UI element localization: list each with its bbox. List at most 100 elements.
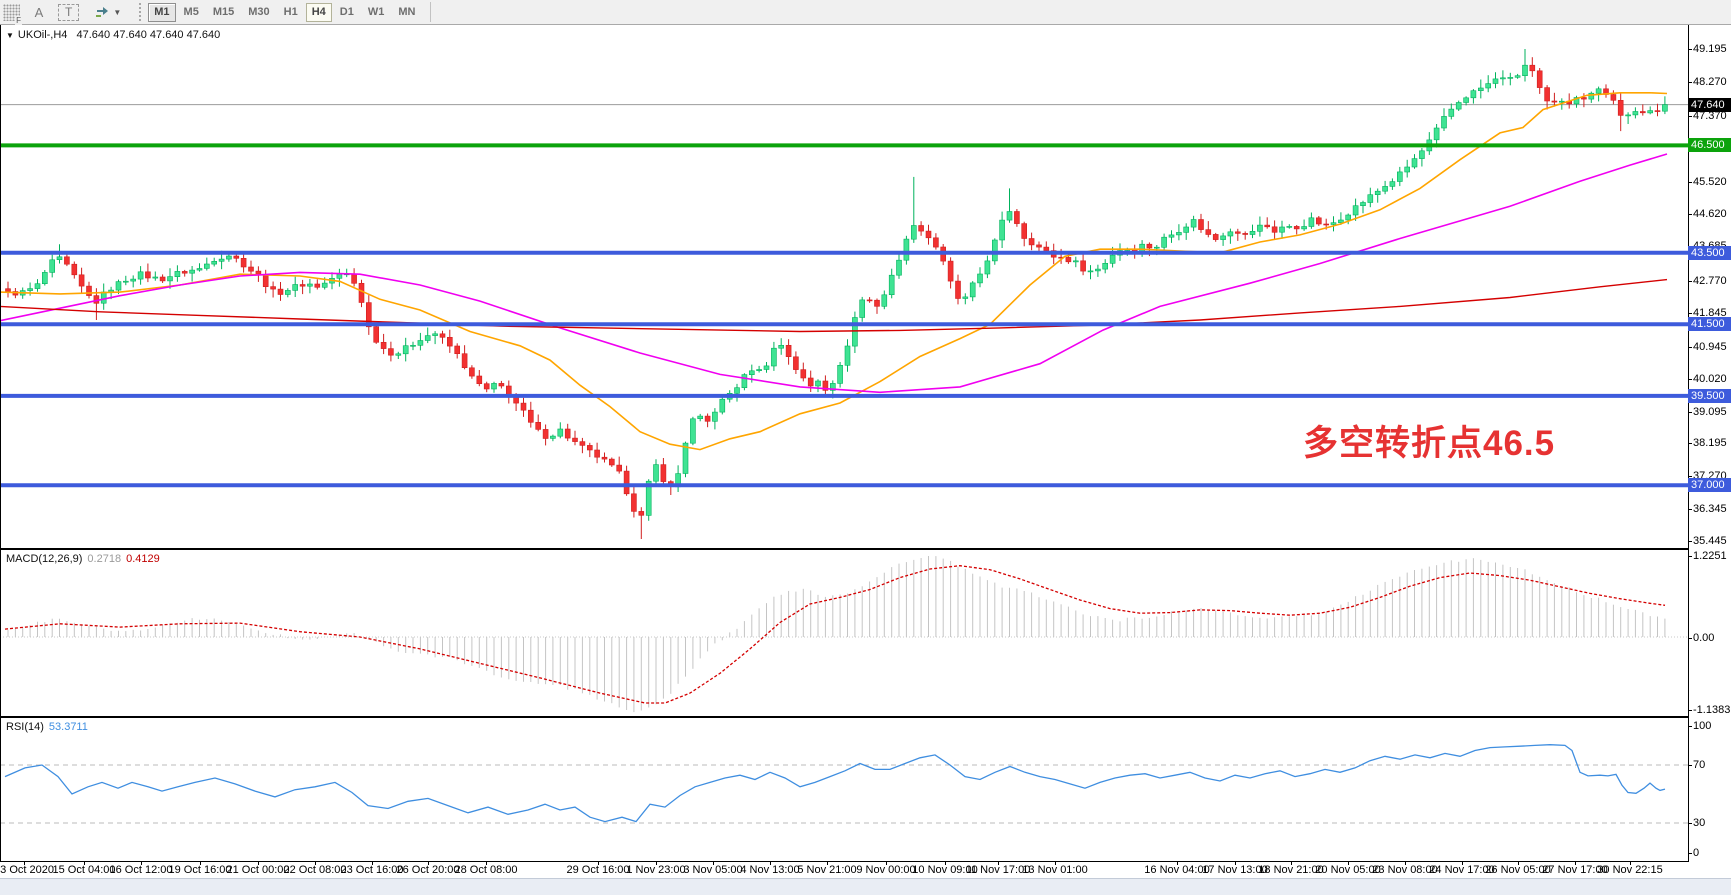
chart-left-border (0, 25, 1, 862)
time-axis-tick (1291, 862, 1292, 865)
chevron-down-icon: ▼ (113, 7, 122, 17)
time-axis-label: 26 Nov 05:00 (1485, 864, 1551, 876)
panel-divider[interactable] (0, 548, 1731, 550)
time-axis-tick (258, 862, 259, 865)
timeframe-MN[interactable]: MN (392, 3, 421, 22)
panel-divider (0, 861, 1731, 862)
macd-value-main: 0.2718 (87, 553, 122, 565)
macd-value-signal: 0.4129 (126, 553, 160, 565)
time-axis-tick (998, 862, 999, 865)
time-axis-tick (1462, 862, 1463, 865)
time-axis-label: 30 Nov 22:15 (1597, 864, 1663, 876)
time-axis-label: 18 Nov 21:00 (1258, 864, 1324, 876)
time-axis-label: 16 Nov 04:00 (1144, 864, 1210, 876)
axis-tick-label: 0 (1688, 847, 1699, 859)
rsi-label: RSI(14) 53.3711 (6, 721, 88, 733)
time-axis-label: 21 Oct 00:00 (226, 864, 290, 876)
axis-tick-label: 0.00 (1688, 632, 1714, 644)
axis-tick-label: 45.520 (1688, 176, 1727, 188)
text-tool-button[interactable]: T (58, 3, 80, 21)
timeframe-M1[interactable]: M1 (148, 2, 176, 22)
macd-name: MACD(12,26,9) (6, 553, 83, 565)
price-axis[interactable]: 49.19548.27047.37045.52044.62043.68542.7… (1688, 25, 1731, 862)
time-axis-label: 11 Nov 17:00 (965, 864, 1031, 876)
time-axis-tick (770, 862, 771, 865)
axis-tick-label: 30 (1688, 817, 1705, 829)
timeframe-H1[interactable]: H1 (278, 3, 304, 22)
symbol-dropdown-icon[interactable]: ▼ (6, 31, 14, 40)
toolbar-separator (139, 3, 142, 21)
timeframe-M5[interactable]: M5 (178, 3, 205, 22)
time-axis-label: 27 Nov 17:00 (1542, 864, 1608, 876)
axis-tick-label: -1.1383 (1688, 704, 1730, 716)
axis-tick-label: 40.020 (1688, 373, 1727, 385)
symbol-timeframe-label: UKOil-,H4 (17, 29, 68, 41)
axis-tick-label: 1.2251 (1688, 550, 1727, 562)
hline-price-label: 43.500 (1688, 245, 1731, 260)
time-axis-label: 28 Oct 08:00 (454, 864, 518, 876)
main-price-chart[interactable] (0, 25, 1688, 548)
axis-tick-label: 38.195 (1688, 437, 1727, 449)
toolbar-drag-handle-icon[interactable]: F (3, 3, 22, 25)
time-axis-tick (486, 862, 487, 865)
time-axis-tick (1575, 862, 1576, 865)
axis-tick-label: 36.345 (1688, 503, 1727, 515)
timeframe-M30[interactable]: M30 (242, 3, 275, 22)
timeframe-button-group: M1 M5 M15 M30 H1 H4 D1 W1 MN (147, 2, 422, 22)
rsi-indicator-panel[interactable] (0, 718, 1688, 861)
hline-price-label: 46.500 (1688, 138, 1731, 153)
toolbar-handle-label: F (15, 15, 22, 25)
time-axis-tick (1235, 862, 1236, 865)
hline-price-label: 37.000 (1688, 478, 1731, 493)
time-axis-tick (945, 862, 946, 865)
timeframe-W1[interactable]: W1 (362, 3, 391, 22)
arrange-windows-button[interactable]: ▼ (89, 2, 127, 22)
time-axis-tick (1348, 862, 1349, 865)
time-axis-label: 23 Nov 08:00 (1372, 864, 1438, 876)
time-axis-tick (200, 862, 201, 865)
time-axis-label: 5 Nov 21:00 (797, 864, 857, 876)
time-axis-tick (315, 862, 316, 865)
time-axis-tick (656, 862, 657, 865)
axis-tick-label: 49.195 (1688, 43, 1727, 55)
toolbar: F A T ▼ M1 M5 M15 M30 H1 H4 D1 W1 MN (0, 0, 1731, 25)
time-axis-label: 19 Oct 16:00 (168, 864, 232, 876)
time-axis-tick (1405, 862, 1406, 865)
annotate-text-button[interactable]: A (28, 2, 50, 22)
time-axis-tick (428, 862, 429, 865)
axis-tick-label: 47.370 (1688, 110, 1727, 122)
timeframe-M15[interactable]: M15 (207, 3, 240, 22)
time-axis-label: 29 Oct 16:00 (566, 864, 630, 876)
timeframe-H4[interactable]: H4 (305, 2, 332, 22)
axis-tick-label: 100 (1688, 720, 1711, 732)
time-axis-label: 13 Oct 2020 (0, 864, 54, 876)
axis-tick-label: 44.620 (1688, 208, 1727, 220)
time-axis-tick (1055, 862, 1056, 865)
window-bottom-strip (0, 878, 1731, 895)
time-axis-label: 16 Oct 12:00 (109, 864, 173, 876)
time-axis-label: 4 Nov 13:00 (740, 864, 800, 876)
time-axis-label: 9 Nov 00:00 (856, 864, 916, 876)
axis-tick-label: 41.845 (1688, 307, 1727, 319)
ohlc-values: 47.640 47.640 47.640 47.640 (76, 29, 221, 41)
time-axis-tick (1518, 862, 1519, 865)
time-axis-tick (84, 862, 85, 865)
hline-price-label: 41.500 (1688, 317, 1731, 332)
timeframe-D1[interactable]: D1 (334, 3, 360, 22)
chart-annotation-text[interactable]: 多空转折点46.5 (1303, 424, 1556, 463)
axis-tick-label: 35.445 (1688, 535, 1727, 547)
axis-tick-label: 70 (1688, 759, 1705, 771)
time-axis[interactable]: 13 Oct 2020 15 Oct 04:00 16 Oct 12:00 19 Oc… (0, 862, 1731, 878)
time-axis-label: 15 Oct 04:00 (52, 864, 116, 876)
axis-tick-label: 42.770 (1688, 275, 1727, 287)
time-axis-tick (141, 862, 142, 865)
time-axis-label: 1 Nov 23:00 (626, 864, 686, 876)
macd-indicator-panel[interactable] (0, 550, 1688, 716)
panel-divider[interactable] (0, 716, 1731, 718)
axis-tick-label: 40.945 (1688, 341, 1727, 353)
time-axis-label: 23 Oct 16:00 (340, 864, 404, 876)
axis-tick-label: 48.270 (1688, 76, 1727, 88)
time-axis-label: 13 Nov 01:00 (1022, 864, 1088, 876)
toolbar-separator (430, 2, 432, 22)
